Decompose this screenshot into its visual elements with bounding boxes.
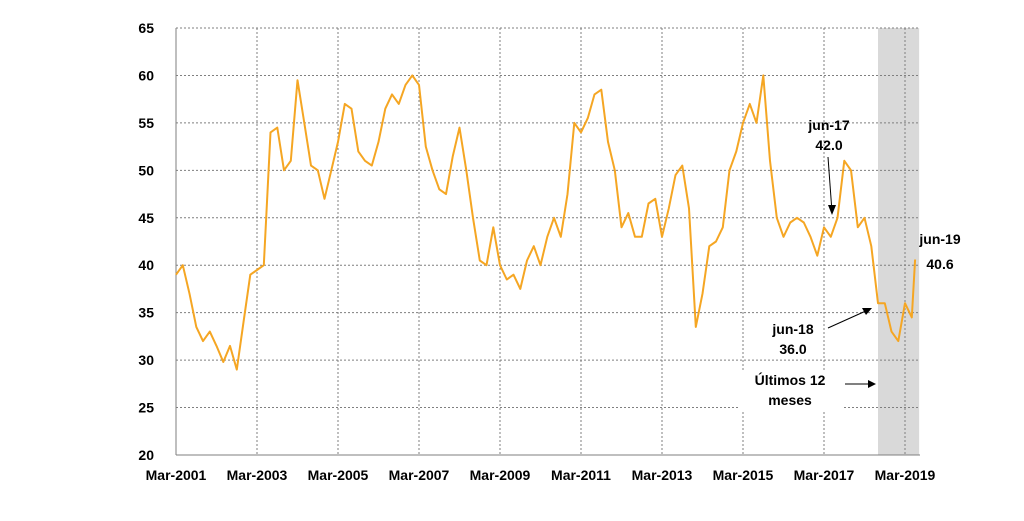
x-tick-label: Mar-2017 — [794, 467, 855, 483]
annotation-jun18-value: 36.0 — [779, 341, 806, 357]
annotations: jun-17 42.0 jun-18 36.0 jun-19 40.6 Últi… — [738, 117, 961, 412]
x-tick-label: Mar-2005 — [308, 467, 369, 483]
series-group — [175, 74, 917, 371]
annotation-jun19-value: 40.6 — [926, 256, 953, 272]
x-tick-label: Mar-2013 — [632, 467, 693, 483]
shaded-label-line1: Últimos 12 — [755, 371, 826, 388]
series-line — [175, 74, 917, 371]
y-tick-label: 65 — [138, 20, 154, 36]
y-tick-label: 45 — [138, 210, 154, 226]
y-tick-label: 25 — [138, 400, 154, 416]
axes — [175, 28, 920, 456]
x-tick-label: Mar-2007 — [389, 467, 450, 483]
annotation-jun18-label: jun-18 — [771, 321, 813, 337]
y-tick-label: 40 — [138, 257, 154, 273]
y-tick-labels: 20 25 30 35 40 45 50 55 60 65 — [138, 20, 154, 463]
x-tick-label: Mar-2019 — [875, 467, 936, 483]
y-tick-label: 55 — [138, 115, 154, 131]
arrowhead-jun17 — [828, 205, 836, 215]
arrow-jun17 — [827, 156, 833, 213]
x-tick-label: Mar-2015 — [713, 467, 774, 483]
shaded-label-background — [738, 370, 842, 412]
x-tick-label: Mar-2001 — [146, 467, 207, 483]
arrowhead-jun18 — [862, 308, 872, 315]
x-tick-label: Mar-2003 — [227, 467, 288, 483]
y-tick-label: 35 — [138, 305, 154, 321]
y-tick-label: 50 — [138, 162, 154, 178]
x-tick-labels: Mar-2001 Mar-2003 Mar-2005 Mar-2007 Mar-2009… — [146, 467, 936, 483]
grid — [176, 27, 920, 455]
annotation-jun17-label: jun-17 — [807, 117, 849, 133]
arrow-jun18 — [827, 309, 869, 329]
y-tick-label: 30 — [138, 352, 154, 368]
shaded-region-rect — [878, 28, 920, 455]
y-tick-label: 60 — [138, 67, 154, 83]
arrowhead-shaded — [868, 380, 876, 388]
y-tick-label: 20 — [138, 447, 154, 463]
x-tick-label: Mar-2011 — [551, 467, 611, 483]
shaded-label-line2: meses — [768, 392, 812, 408]
shaded-region — [878, 28, 920, 455]
x-tick-label: Mar-2009 — [470, 467, 531, 483]
annotation-jun17-value: 42.0 — [815, 137, 842, 153]
annotation-jun19-label: jun-19 — [918, 231, 960, 247]
